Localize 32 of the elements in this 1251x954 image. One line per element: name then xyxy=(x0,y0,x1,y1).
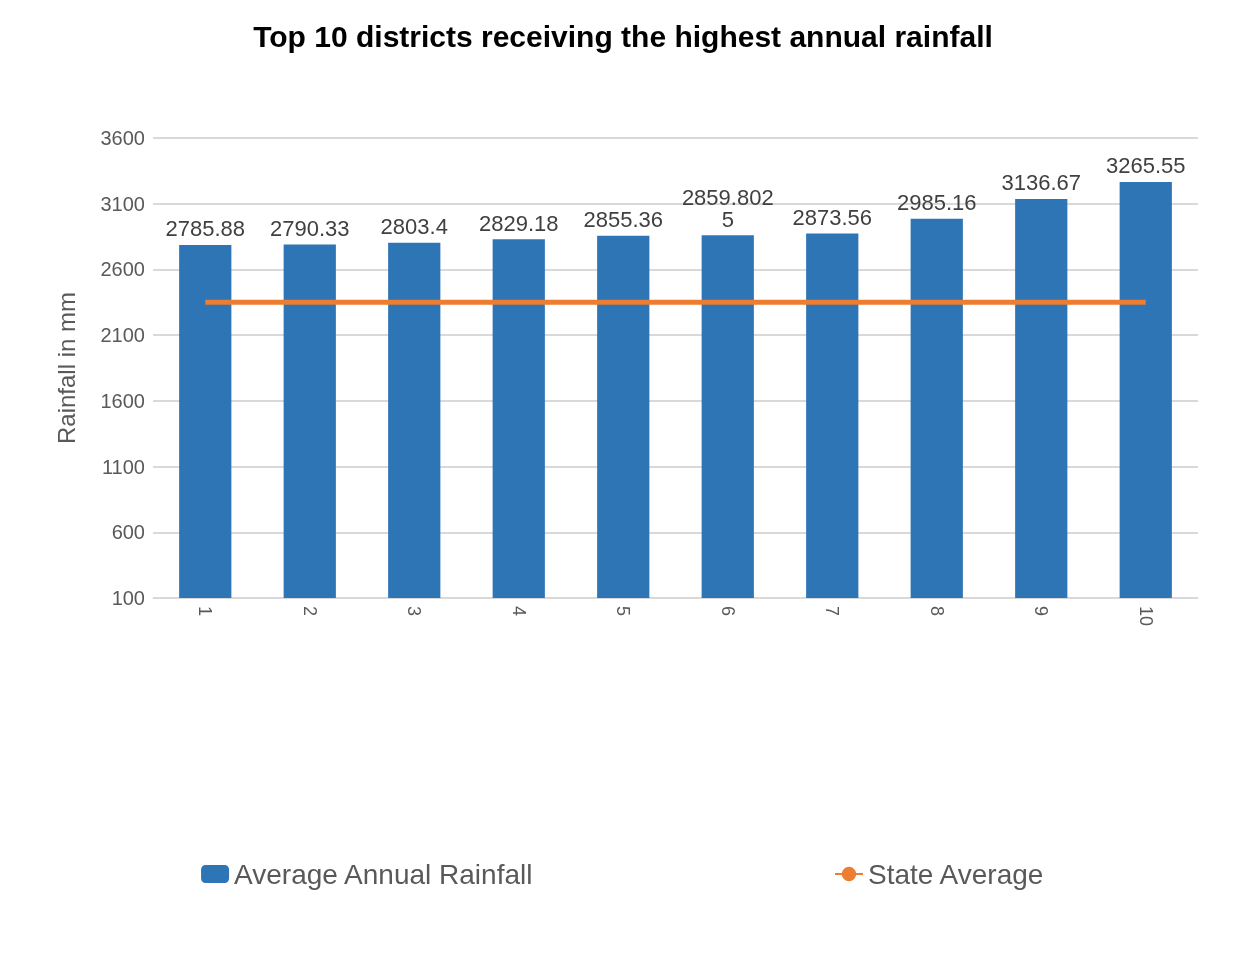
data-label: 2859.802 5 xyxy=(681,184,774,232)
x-tick-label: 5 xyxy=(613,606,634,617)
y-tick-label: 1600 xyxy=(100,389,145,412)
y-tick-label: 1100 xyxy=(101,455,145,478)
x-tick-label: 8 xyxy=(926,606,947,617)
y-axis-title: Rainfall in mm xyxy=(52,291,80,445)
x-tick-label: 4 xyxy=(508,606,529,617)
y-tick-label: 3600 xyxy=(100,127,145,149)
x-tick-label: 9 xyxy=(1031,606,1052,617)
x-tick-label: 7 xyxy=(822,606,843,617)
legend-label: State Average xyxy=(867,858,1044,890)
legend-label: Average Annual Rainfall xyxy=(234,858,533,890)
x-tick-label: 3 xyxy=(404,606,425,617)
data-label: 3265.55 xyxy=(1105,153,1186,179)
data-label: 2829.18 xyxy=(478,210,559,236)
y-tick-label: 2100 xyxy=(100,324,145,347)
data-label: 2785.88 xyxy=(165,216,246,242)
data-label: 3136.67 xyxy=(1001,170,1082,196)
x-tick-label: 1 xyxy=(195,606,216,617)
y-tick-label: 3100 xyxy=(100,192,145,215)
data-label: 2803.4 xyxy=(380,214,448,240)
x-tick-label: 2 xyxy=(299,606,320,617)
y-tick-label: 600 xyxy=(111,521,145,544)
data-label: 2790.33 xyxy=(269,215,350,241)
x-tick-label: 10 xyxy=(1135,606,1156,627)
y-tick-label: 100 xyxy=(111,587,145,609)
data-label: 2855.36 xyxy=(583,207,664,233)
y-tick-label: 2600 xyxy=(100,258,145,281)
data-label: 2873.56 xyxy=(792,204,873,230)
chart-title: Top 10 districts receiving the highest annual rainfall xyxy=(253,19,993,53)
data-label: 2985.16 xyxy=(896,190,977,216)
x-tick-label: 6 xyxy=(717,606,738,617)
